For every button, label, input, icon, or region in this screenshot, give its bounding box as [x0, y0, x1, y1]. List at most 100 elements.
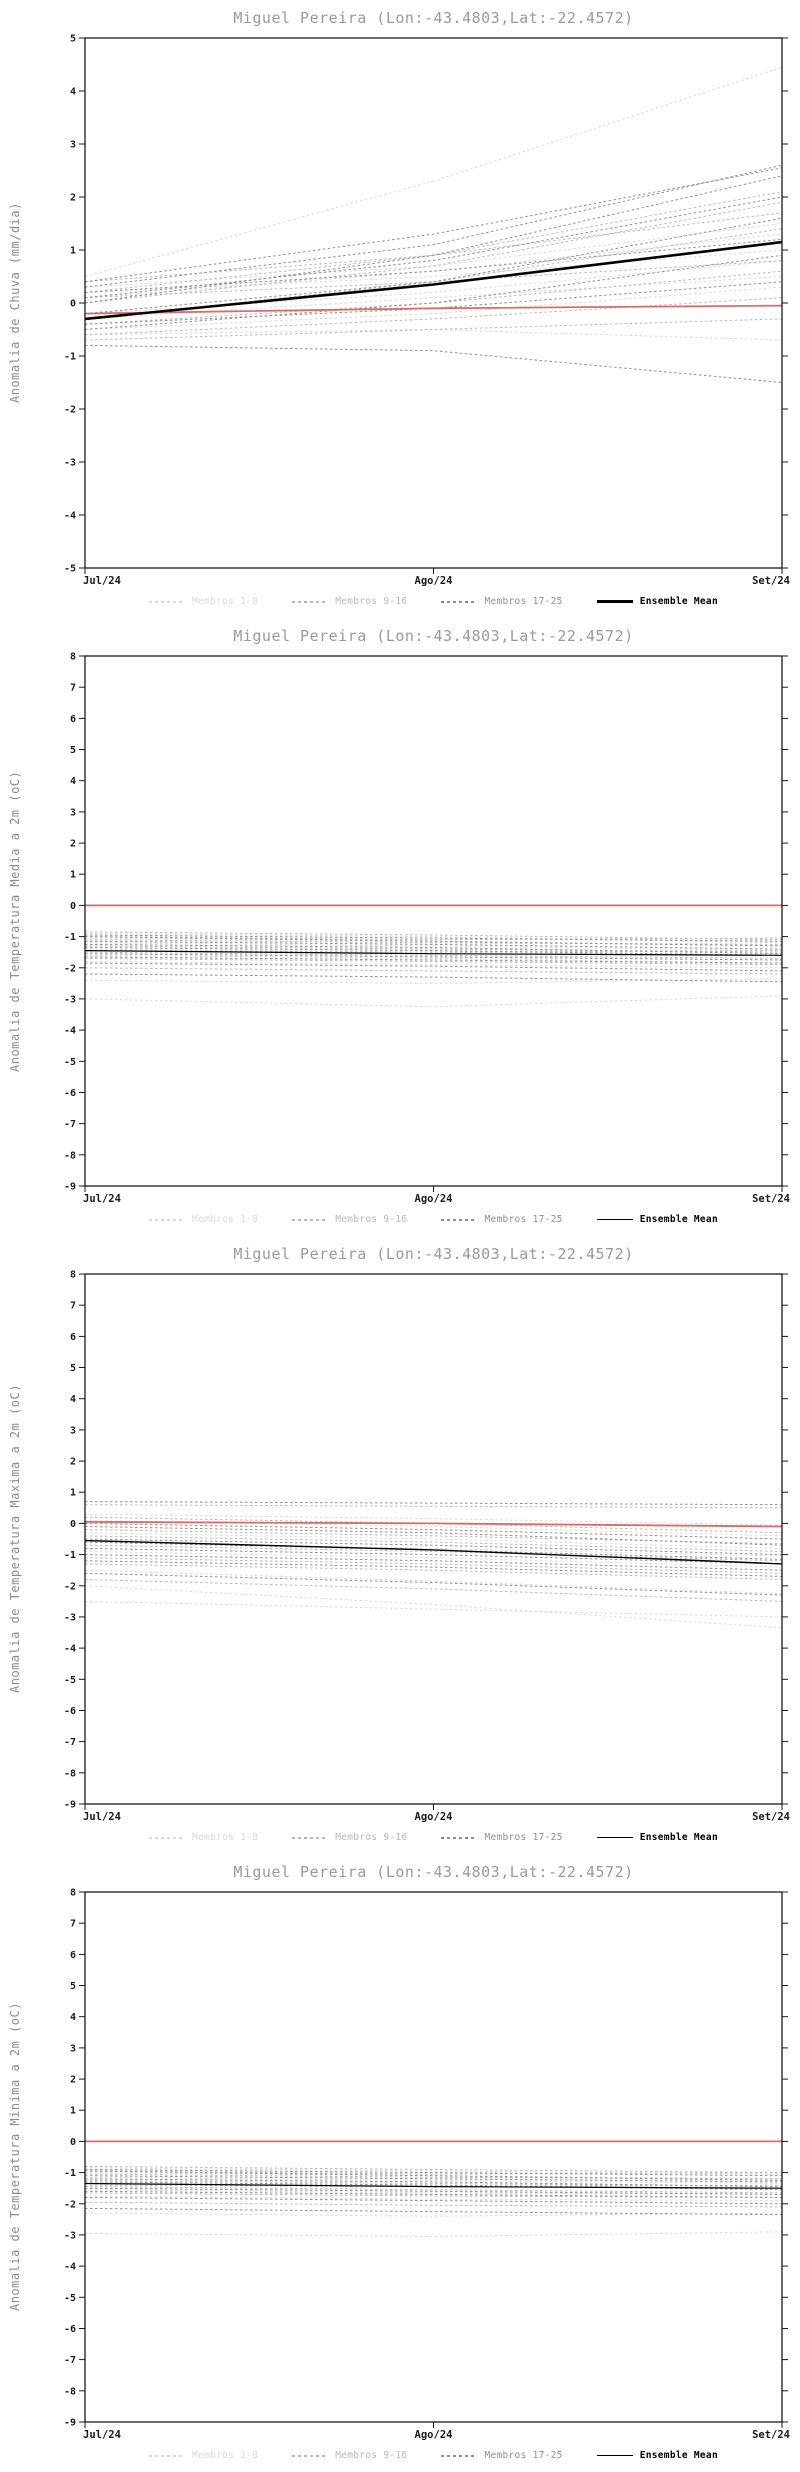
svg-text:Ago/24: Ago/24 — [415, 1193, 453, 1205]
svg-text:1: 1 — [70, 1488, 76, 1499]
svg-text:5: 5 — [70, 745, 76, 756]
chart-title: Miguel Pereira (Lon:-43.4803,Lat:-22.457… — [233, 1245, 634, 1263]
svg-text:Set/24: Set/24 — [752, 1193, 790, 1205]
svg-text:-2: -2 — [64, 1581, 76, 1592]
svg-text:-4: -4 — [64, 1644, 76, 1655]
svg-text:3: 3 — [70, 2043, 76, 2054]
svg-text:0: 0 — [70, 2137, 76, 2148]
svg-text:1: 1 — [70, 870, 76, 881]
svg-text:3: 3 — [70, 140, 76, 151]
svg-text:-4: -4 — [64, 511, 76, 522]
svg-text:4: 4 — [70, 1394, 76, 1405]
legend-label: Membros 17-25 — [484, 1214, 563, 1225]
svg-text:-2: -2 — [64, 963, 76, 974]
legend-line-sample — [441, 2454, 478, 2457]
legend-label: Membros 9-16 — [335, 1832, 408, 1843]
svg-text:-5: -5 — [64, 2293, 76, 2304]
legend-line-sample — [292, 1218, 329, 1221]
chart-canvas: 8 7 6 5 4 3 2 1 0 -1 -2 -3 -4 -5 -6 -7 -8 -9 Jul/24 Ago/24 S… — [64, 652, 790, 1206]
legend-label: Membros 1-8 — [192, 1832, 259, 1843]
svg-text:2: 2 — [70, 1457, 76, 1468]
legend-item-membros-17-25: Membros 17-25 — [441, 1832, 562, 1843]
svg-text:5: 5 — [70, 34, 76, 45]
svg-text:-3: -3 — [64, 994, 76, 1005]
legend-label: Membros 1-8 — [192, 1214, 259, 1225]
svg-text:8: 8 — [70, 1270, 76, 1281]
legend-item-membros-9-16: Membros 9-16 — [292, 596, 407, 607]
svg-text:-4: -4 — [64, 2262, 76, 2273]
legend-line-sample — [149, 600, 185, 603]
svg-text:-5: -5 — [64, 564, 76, 575]
svg-text:-5: -5 — [64, 1057, 76, 1068]
svg-text:-2: -2 — [64, 2199, 76, 2210]
legend-item-membros-9-16: Membros 9-16 — [292, 1214, 407, 1225]
svg-text:-7: -7 — [64, 1119, 76, 1130]
legend-label: Membros 9-16 — [335, 2450, 408, 2461]
svg-text:6: 6 — [70, 714, 76, 725]
svg-text:-8: -8 — [64, 2386, 76, 2397]
svg-text:Jul/24: Jul/24 — [83, 1193, 121, 1205]
svg-text:-6: -6 — [64, 1706, 76, 1717]
legend-item-membros-9-16: Membros 9-16 — [292, 1832, 407, 1843]
legend-label: Membros 17-25 — [484, 596, 563, 607]
legend-line-sample — [292, 600, 329, 603]
chart-canvas: 8 7 6 5 4 3 2 1 0 -1 -2 -3 -4 -5 -6 -7 -8 -9 Jul/24 Ago/24 S… — [64, 1888, 790, 2442]
svg-text:-1: -1 — [64, 1550, 76, 1561]
legend-item-membros-1-8: Membros 1-8 — [149, 1832, 258, 1843]
svg-text:8: 8 — [70, 652, 76, 663]
legend-label: Membros 1-8 — [192, 2450, 259, 2461]
svg-text:-9: -9 — [64, 1800, 76, 1811]
svg-text:-1: -1 — [64, 2168, 76, 2179]
svg-text:-9: -9 — [64, 1182, 76, 1193]
svg-text:Ago/24: Ago/24 — [415, 575, 453, 587]
svg-text:4: 4 — [70, 87, 76, 98]
svg-text:Jul/24: Jul/24 — [83, 2429, 121, 2441]
svg-text:4: 4 — [70, 2012, 76, 2023]
svg-text:-3: -3 — [64, 458, 76, 469]
legend-line-sample — [441, 1218, 478, 1221]
svg-text:3: 3 — [70, 1425, 76, 1436]
svg-text:4: 4 — [70, 776, 76, 787]
svg-text:6: 6 — [70, 1950, 76, 1961]
svg-text:6: 6 — [70, 1332, 76, 1343]
svg-text:Jul/24: Jul/24 — [83, 1811, 121, 1823]
chart-panel-mean-temperature-anomaly: 8 7 6 5 4 3 2 1 0 -1 -2 -3 -4 -5 -6 -7 -8 -9 Jul/24 Ago/24 S… — [0, 618, 800, 1236]
svg-text:1: 1 — [70, 246, 76, 257]
chart-panel-max-temperature-anomaly: 8 7 6 5 4 3 2 1 0 -1 -2 -3 -4 -5 -6 -7 -8 -9 Jul/24 Ago/24 S… — [0, 1236, 800, 1854]
legend-line-sample — [441, 600, 478, 603]
svg-text:7: 7 — [70, 1301, 76, 1312]
legend-line-sample — [149, 1836, 185, 1839]
legend-label: Ensemble Mean — [639, 1832, 718, 1843]
svg-text:-8: -8 — [64, 1150, 76, 1161]
svg-text:-6: -6 — [64, 2324, 76, 2335]
svg-text:-4: -4 — [64, 1026, 76, 1037]
svg-text:Set/24: Set/24 — [752, 1811, 790, 1823]
svg-text:1: 1 — [70, 2106, 76, 2117]
chart-legend: Membros 1-8 Membros 9-16 Membros 17-25 E… — [85, 2450, 782, 2461]
svg-text:7: 7 — [70, 683, 76, 694]
chart-canvas: 5 4 3 2 1 0 -1 -2 -3 -4 -5 Jul/24 Ago/24 Set/24 — [64, 34, 790, 588]
svg-text:Jul/24: Jul/24 — [83, 575, 121, 587]
legend-line-sample — [292, 2454, 329, 2457]
legend-item-ensemble-mean: Ensemble Mean — [596, 596, 718, 607]
legend-line-sample — [596, 1218, 633, 1221]
svg-text:0: 0 — [70, 299, 76, 310]
svg-text:5: 5 — [70, 1981, 76, 1992]
legend-line-sample — [292, 1836, 329, 1839]
chart-legend: Membros 1-8 Membros 9-16 Membros 17-25 E… — [85, 1832, 782, 1843]
svg-text:-2: -2 — [64, 405, 76, 416]
legend-line-sample — [596, 600, 633, 603]
chart-legend: Membros 1-8 Membros 9-16 Membros 17-25 E… — [85, 596, 782, 607]
y-axis-label: Anomalia de Temperatura Media a 2m (oC) — [8, 770, 22, 1072]
svg-text:-8: -8 — [64, 1768, 76, 1779]
legend-label: Membros 9-16 — [335, 1214, 408, 1225]
svg-text:Set/24: Set/24 — [752, 575, 790, 587]
legend-label: Membros 1-8 — [192, 596, 259, 607]
svg-text:-7: -7 — [64, 1737, 76, 1748]
chart-title: Miguel Pereira (Lon:-43.4803,Lat:-22.457… — [233, 1863, 634, 1881]
legend-line-sample — [441, 1836, 478, 1839]
legend-label: Ensemble Mean — [639, 1214, 718, 1225]
svg-text:2: 2 — [70, 2075, 76, 2086]
legend-item-ensemble-mean: Ensemble Mean — [596, 2450, 718, 2461]
svg-text:-1: -1 — [64, 352, 76, 363]
